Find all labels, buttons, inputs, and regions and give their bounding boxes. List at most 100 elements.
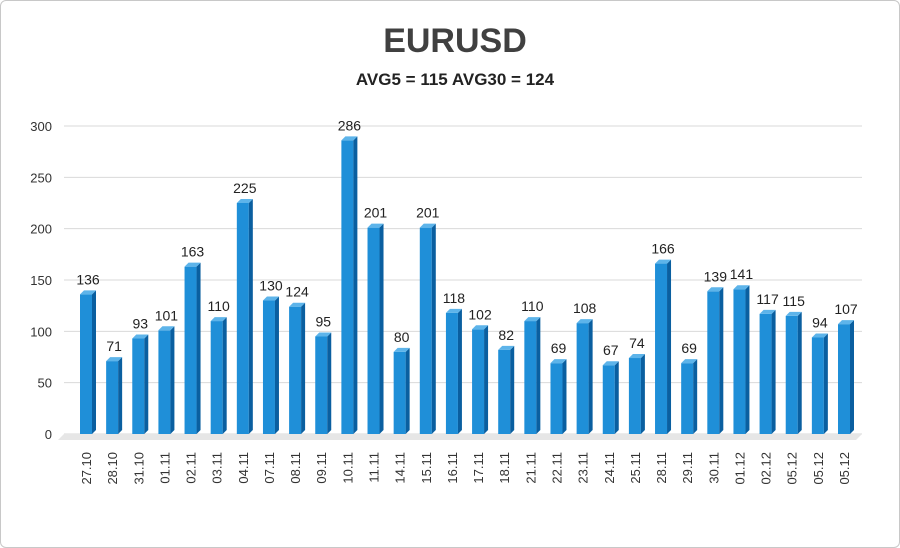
x-tick-label: 28.11 [654, 452, 669, 484]
bar-top [341, 136, 358, 141]
bar [838, 324, 850, 434]
bar-top [759, 309, 776, 314]
chart-title: EURUSD [383, 22, 527, 60]
data-label: 69 [681, 340, 697, 356]
x-tick-label: 01.11 [157, 452, 172, 484]
data-label: 101 [155, 307, 179, 323]
x-tick-label: 11.11 [367, 452, 382, 483]
bar [550, 363, 563, 434]
bar-side [588, 319, 593, 434]
x-tick-label: 03.11 [210, 452, 225, 484]
bar-side [248, 199, 253, 434]
bar [602, 365, 615, 434]
data-label: 71 [106, 338, 122, 354]
data-label: 139 [704, 268, 728, 284]
bar-top [785, 311, 802, 316]
x-tick-label: 04.11 [236, 452, 251, 484]
bar-side [431, 223, 436, 434]
bar-side [405, 347, 410, 434]
data-label: 130 [259, 278, 283, 294]
data-label: 201 [416, 205, 440, 221]
bar [158, 330, 171, 434]
chart-floor [58, 434, 862, 440]
bar-side [693, 359, 698, 434]
bar [628, 358, 641, 434]
x-tick-label: 02.12 [759, 452, 774, 485]
bar-top [707, 287, 724, 292]
x-tick-label: 01.12 [732, 452, 747, 485]
bar [419, 227, 432, 434]
bar-top [393, 347, 410, 352]
data-label: 124 [285, 284, 309, 300]
bar-side [353, 136, 358, 434]
bar-top [576, 319, 593, 324]
x-tick-label: 21.11 [523, 452, 538, 484]
data-label: 286 [338, 117, 362, 133]
x-tick-label: 28.10 [105, 452, 120, 485]
bar-top [472, 325, 489, 330]
bar-top [550, 359, 567, 364]
bar-side [301, 302, 306, 434]
bar [236, 203, 249, 434]
data-label: 141 [730, 266, 754, 282]
bar-side [144, 334, 149, 434]
bar [367, 227, 380, 434]
bar-top [132, 334, 149, 339]
bar [80, 294, 92, 434]
bar-side [457, 308, 462, 434]
x-tick-label: 15.11 [419, 452, 434, 484]
bar-top [655, 259, 672, 264]
x-tick-label: 05.12 [785, 452, 800, 485]
bar [262, 300, 275, 434]
y-tick-label: 250 [30, 170, 52, 185]
bar-top [210, 317, 227, 322]
x-tick-label: 02.11 [184, 452, 199, 484]
bar-side [850, 320, 854, 434]
bar-side [92, 290, 96, 434]
bar [472, 329, 485, 434]
bar [524, 321, 537, 434]
bar-side [719, 287, 724, 434]
bar [184, 266, 197, 434]
data-label: 82 [498, 327, 514, 343]
bar-side [379, 223, 384, 434]
bar [289, 306, 302, 434]
bar-top [315, 332, 332, 337]
data-label: 108 [573, 300, 597, 316]
bar-side [823, 333, 828, 434]
bar-side [614, 361, 619, 434]
bar-top [628, 354, 645, 359]
bar-side [640, 354, 645, 434]
bar-top [289, 302, 306, 307]
data-label: 163 [181, 244, 205, 260]
bar [393, 351, 406, 434]
bar-top [602, 361, 619, 366]
bar-side [170, 326, 175, 434]
bar [341, 140, 354, 434]
data-label: 201 [364, 205, 388, 221]
bar [315, 336, 328, 434]
bar [106, 361, 119, 434]
data-label: 95 [315, 313, 331, 329]
bar-side [667, 259, 672, 434]
data-label: 225 [233, 180, 257, 196]
bar-side [797, 311, 802, 434]
x-tick-label: 05.12 [811, 452, 826, 485]
bar [210, 321, 223, 434]
bar-top [445, 308, 462, 313]
data-label: 115 [783, 293, 806, 309]
bar [707, 291, 720, 434]
bar-side [510, 345, 515, 434]
bar [576, 323, 589, 434]
bar-top [524, 317, 541, 322]
bar-top [498, 345, 515, 350]
data-label: 69 [551, 340, 567, 356]
x-tick-label: 24.11 [602, 452, 617, 484]
x-tick-label: 05.12 [837, 452, 852, 485]
bar-side [536, 317, 541, 434]
x-tick-label: 27.10 [79, 452, 94, 485]
x-tick-label: 16.11 [445, 452, 460, 484]
bar [681, 363, 694, 434]
bar [733, 289, 746, 434]
